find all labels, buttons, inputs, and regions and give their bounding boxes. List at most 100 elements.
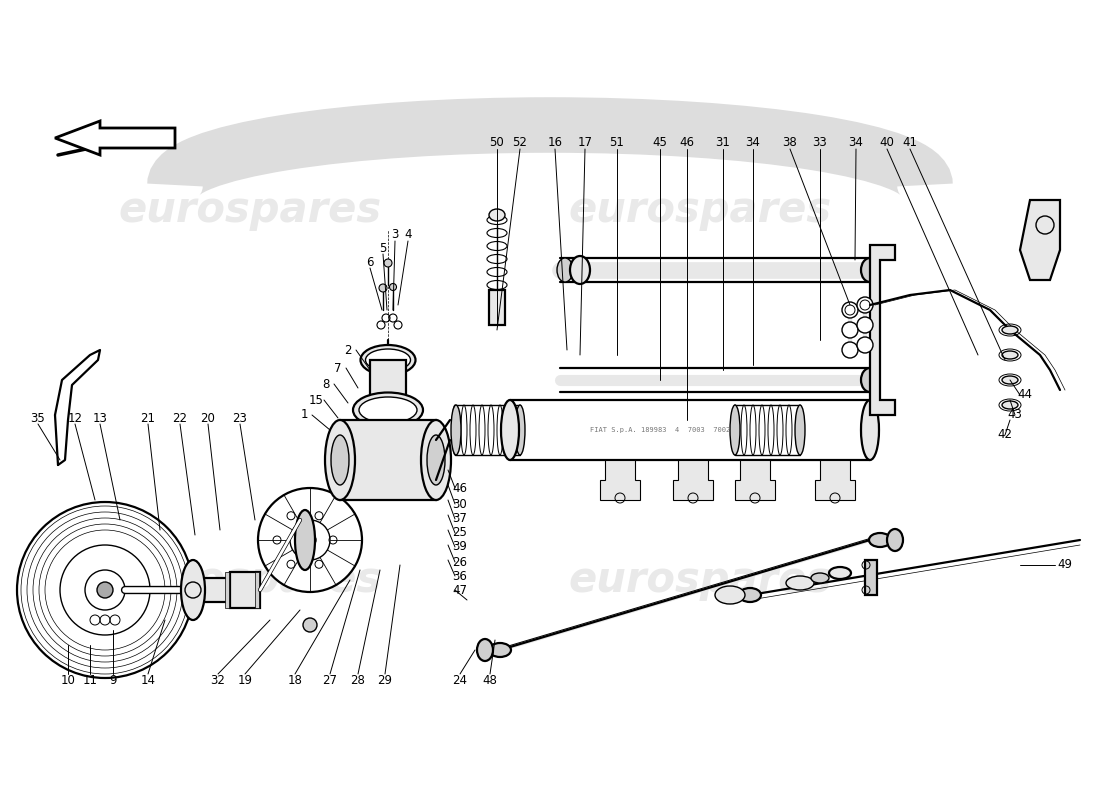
Text: 25: 25 xyxy=(452,526,468,539)
Text: 19: 19 xyxy=(238,674,253,686)
Ellipse shape xyxy=(324,420,355,500)
Ellipse shape xyxy=(1002,326,1018,334)
Text: 7: 7 xyxy=(334,362,342,374)
Ellipse shape xyxy=(295,510,315,570)
Text: 46: 46 xyxy=(452,482,468,494)
Polygon shape xyxy=(815,460,855,500)
Text: 49: 49 xyxy=(1057,558,1072,571)
Ellipse shape xyxy=(515,405,525,455)
Ellipse shape xyxy=(557,258,573,282)
Circle shape xyxy=(842,322,858,338)
Ellipse shape xyxy=(490,643,512,657)
Bar xyxy=(865,560,877,595)
Circle shape xyxy=(384,259,392,267)
Circle shape xyxy=(389,283,396,290)
Bar xyxy=(230,572,260,608)
Text: 31: 31 xyxy=(716,137,730,150)
Text: 39: 39 xyxy=(452,541,468,554)
Text: 2: 2 xyxy=(344,343,352,357)
Text: 10: 10 xyxy=(60,674,76,686)
Text: 50: 50 xyxy=(490,137,505,150)
Ellipse shape xyxy=(829,567,851,579)
Ellipse shape xyxy=(795,405,805,455)
Text: 16: 16 xyxy=(548,137,562,150)
Text: 45: 45 xyxy=(652,137,668,150)
Text: 46: 46 xyxy=(680,137,694,150)
Text: 42: 42 xyxy=(998,429,1012,442)
Text: 23: 23 xyxy=(232,411,248,425)
Circle shape xyxy=(379,284,387,292)
Text: 8: 8 xyxy=(322,378,330,390)
Text: 20: 20 xyxy=(200,411,216,425)
Polygon shape xyxy=(673,460,713,500)
Text: 44: 44 xyxy=(1018,389,1033,402)
Text: 41: 41 xyxy=(902,137,917,150)
Text: 30: 30 xyxy=(452,498,468,510)
Text: 40: 40 xyxy=(880,137,894,150)
Text: 11: 11 xyxy=(82,674,98,686)
Ellipse shape xyxy=(739,588,761,602)
Ellipse shape xyxy=(869,533,891,547)
Ellipse shape xyxy=(715,586,745,604)
Text: 28: 28 xyxy=(351,674,365,686)
Polygon shape xyxy=(1020,200,1060,280)
Text: 34: 34 xyxy=(848,137,864,150)
Text: 35: 35 xyxy=(31,411,45,425)
Text: 32: 32 xyxy=(210,674,225,686)
Bar xyxy=(195,578,230,602)
Circle shape xyxy=(857,297,873,313)
Polygon shape xyxy=(870,245,895,415)
Ellipse shape xyxy=(500,400,519,460)
Text: 51: 51 xyxy=(609,137,625,150)
Ellipse shape xyxy=(427,435,446,485)
Text: 9: 9 xyxy=(109,674,117,686)
Ellipse shape xyxy=(451,405,461,455)
Circle shape xyxy=(97,582,113,598)
Text: 26: 26 xyxy=(452,555,468,569)
Circle shape xyxy=(842,302,858,318)
Text: 17: 17 xyxy=(578,137,593,150)
Text: 12: 12 xyxy=(67,411,82,425)
Ellipse shape xyxy=(477,639,493,661)
Text: 48: 48 xyxy=(483,674,497,686)
Text: eurospares: eurospares xyxy=(119,559,382,601)
Text: 43: 43 xyxy=(1008,409,1022,422)
Polygon shape xyxy=(735,460,776,500)
Bar xyxy=(490,290,505,325)
Text: 5: 5 xyxy=(379,242,387,254)
Text: 18: 18 xyxy=(287,674,303,686)
Circle shape xyxy=(857,317,873,333)
Ellipse shape xyxy=(887,529,903,551)
Circle shape xyxy=(258,488,362,592)
Text: 1: 1 xyxy=(300,409,308,422)
Text: eurospares: eurospares xyxy=(119,189,382,231)
Circle shape xyxy=(16,502,192,678)
Ellipse shape xyxy=(861,258,879,282)
Text: eurospares: eurospares xyxy=(569,559,832,601)
Ellipse shape xyxy=(359,397,417,423)
Text: 52: 52 xyxy=(513,137,527,150)
Text: 22: 22 xyxy=(173,411,187,425)
Ellipse shape xyxy=(490,209,505,221)
Ellipse shape xyxy=(365,349,410,371)
Circle shape xyxy=(857,337,873,353)
Text: 36: 36 xyxy=(452,570,468,582)
Polygon shape xyxy=(600,460,640,500)
Text: 47: 47 xyxy=(452,583,468,597)
Text: 37: 37 xyxy=(452,513,468,526)
Text: 38: 38 xyxy=(782,137,797,150)
Ellipse shape xyxy=(786,576,814,590)
Bar xyxy=(255,572,258,608)
Ellipse shape xyxy=(353,393,424,427)
Text: 34: 34 xyxy=(746,137,760,150)
Circle shape xyxy=(842,342,858,358)
Ellipse shape xyxy=(861,368,879,392)
Text: 4: 4 xyxy=(405,229,411,242)
Ellipse shape xyxy=(182,560,205,620)
Text: 21: 21 xyxy=(141,411,155,425)
Ellipse shape xyxy=(861,400,879,460)
Ellipse shape xyxy=(1002,401,1018,409)
Bar xyxy=(370,360,406,410)
Ellipse shape xyxy=(1002,351,1018,359)
Ellipse shape xyxy=(570,256,590,284)
